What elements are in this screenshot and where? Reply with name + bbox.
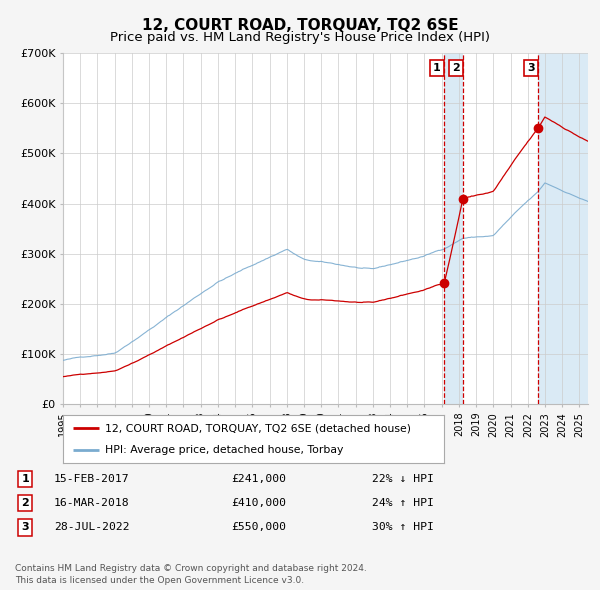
Text: 16-MAR-2018: 16-MAR-2018 [54,499,130,508]
Text: Contains HM Land Registry data © Crown copyright and database right 2024.
This d: Contains HM Land Registry data © Crown c… [15,565,367,585]
Text: 22% ↓ HPI: 22% ↓ HPI [372,474,434,484]
Text: Price paid vs. HM Land Registry's House Price Index (HPI): Price paid vs. HM Land Registry's House … [110,31,490,44]
Text: £241,000: £241,000 [231,474,286,484]
Text: HPI: Average price, detached house, Torbay: HPI: Average price, detached house, Torb… [105,445,343,455]
Text: 1: 1 [22,474,29,484]
Text: 3: 3 [22,523,29,532]
Text: 2: 2 [22,499,29,508]
Text: 1: 1 [433,63,441,73]
Text: 15-FEB-2017: 15-FEB-2017 [54,474,130,484]
Bar [538,53,588,404]
Text: 2: 2 [452,63,460,73]
Text: 28-JUL-2022: 28-JUL-2022 [54,523,130,532]
Bar [444,53,463,404]
Text: 3: 3 [527,63,535,73]
Text: 12, COURT ROAD, TORQUAY, TQ2 6SE: 12, COURT ROAD, TORQUAY, TQ2 6SE [142,18,458,32]
Text: 24% ↑ HPI: 24% ↑ HPI [372,499,434,508]
Text: £410,000: £410,000 [231,499,286,508]
Text: 12, COURT ROAD, TORQUAY, TQ2 6SE (detached house): 12, COURT ROAD, TORQUAY, TQ2 6SE (detach… [105,423,411,433]
Text: £550,000: £550,000 [231,523,286,532]
Text: 30% ↑ HPI: 30% ↑ HPI [372,523,434,532]
